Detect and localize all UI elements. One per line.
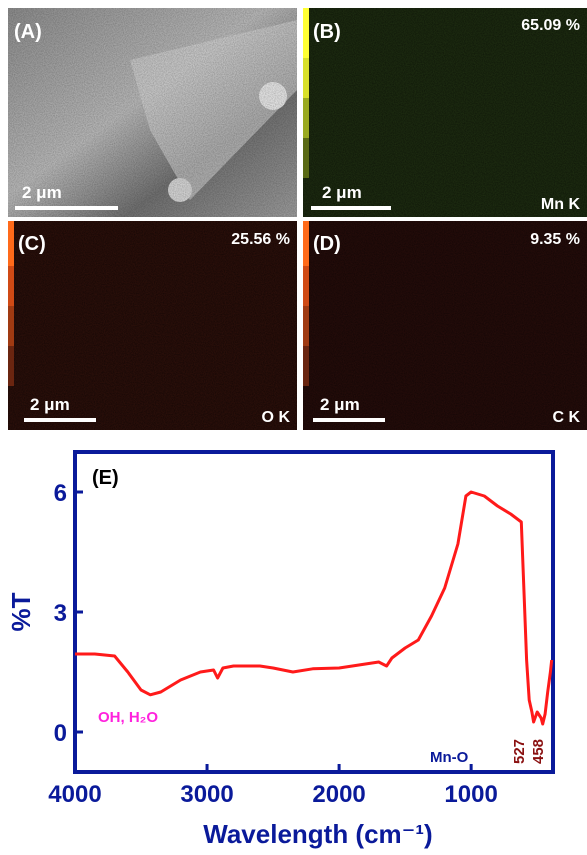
percent-label: 25.56 %	[231, 231, 290, 248]
y-axis-label: %T	[6, 592, 36, 631]
element-label: C K	[552, 409, 580, 426]
annotation: Mn-O	[430, 749, 469, 766]
color-bar	[303, 58, 309, 98]
scale-label: 2 μm	[22, 183, 62, 202]
y-tick-label: 3	[54, 600, 67, 627]
scale-label: 2 μm	[320, 395, 360, 414]
color-bar	[8, 221, 14, 266]
element-label: O K	[262, 409, 291, 426]
color-bar	[8, 306, 14, 346]
annotation: 527	[511, 739, 528, 764]
panel-c: (C) 25.56 % O K 2 μm	[8, 221, 297, 430]
element-label: Mn K	[541, 196, 581, 213]
panel-label: (C)	[18, 233, 46, 255]
panel-b: (B) 65.09 % Mn K 2 μm	[303, 8, 587, 217]
panel-label: (A)	[14, 21, 42, 43]
percent-label: 65.09 %	[521, 17, 580, 34]
x-tick-label: 3000	[180, 781, 233, 808]
scale-bar	[24, 418, 96, 422]
scale-bar	[311, 206, 391, 210]
panel-a: (A) 2 μm	[8, 8, 297, 217]
scale-label: 2 μm	[30, 395, 70, 414]
x-tick-label: 4000	[48, 781, 101, 808]
panel-label: (D)	[313, 233, 341, 255]
x-axis-label: Wavelength (cm⁻¹)	[203, 819, 432, 849]
x-tick-label: 2000	[312, 781, 365, 808]
color-bar	[303, 138, 309, 178]
x-tick-label: 1000	[444, 781, 497, 808]
y-tick-label: 0	[54, 720, 67, 747]
percent-label: 9.35 %	[530, 231, 580, 248]
color-bar	[303, 266, 309, 306]
ftir-chart: (E) OH, H₂O Mn-O 527 458 Wavelength (cm⁻…	[6, 452, 553, 849]
scale-bar	[313, 418, 385, 422]
scale-bar	[15, 206, 118, 210]
annotation: 458	[530, 739, 547, 764]
color-bar	[303, 98, 309, 138]
scale-label: 2 μm	[322, 183, 362, 202]
annotation: OH, H₂O	[98, 709, 158, 726]
color-bar	[8, 346, 14, 386]
color-bar	[8, 266, 14, 306]
panel-d: (D) 9.35 % C K 2 μm	[303, 221, 587, 430]
figure: (A) 2 μm (B) 65.09 % Mn K 2 μm (C) 25.56…	[0, 0, 587, 850]
panel-label: (B)	[313, 21, 341, 43]
color-bar	[303, 346, 309, 386]
panel-label: (E)	[92, 467, 119, 489]
color-bar	[303, 8, 309, 58]
color-bar	[303, 306, 309, 346]
y-tick-label: 6	[54, 480, 67, 507]
color-bar	[303, 221, 309, 266]
